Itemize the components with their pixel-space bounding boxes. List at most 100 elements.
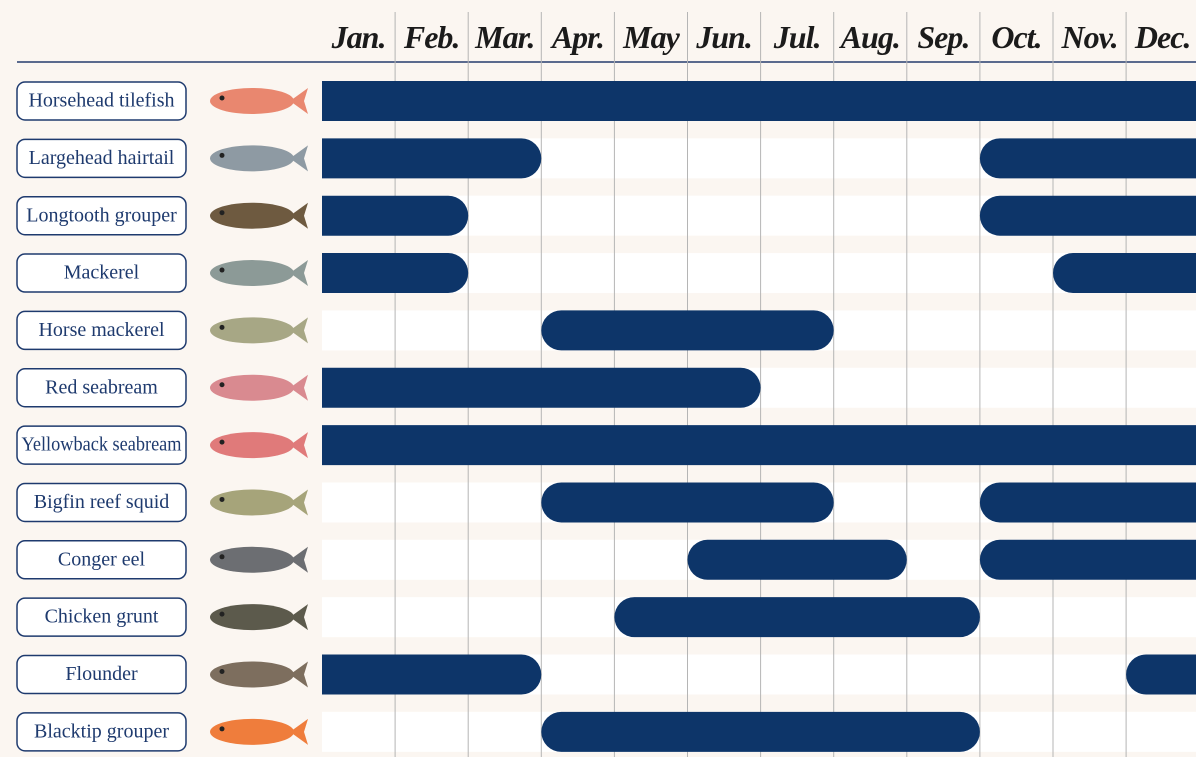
season-bar bbox=[541, 712, 980, 752]
fish-label: Blacktip grouper bbox=[34, 720, 169, 742]
fish-eye bbox=[220, 96, 225, 101]
month-label: Jul. bbox=[773, 19, 821, 55]
fish-label: Yellowback seabream bbox=[22, 434, 182, 456]
season-bar bbox=[322, 196, 468, 236]
month-label: Jan. bbox=[331, 19, 386, 55]
off-season-cell bbox=[468, 712, 542, 752]
fish-eye bbox=[220, 440, 225, 445]
fish-label: Mackerel bbox=[64, 262, 140, 284]
fish-label: Chicken grunt bbox=[45, 606, 159, 628]
month-label: Sep. bbox=[917, 19, 969, 55]
off-season-cell bbox=[468, 597, 542, 637]
off-season-cell bbox=[614, 138, 688, 178]
month-label: May bbox=[622, 19, 680, 55]
fish-body bbox=[210, 547, 294, 573]
season-bar bbox=[1126, 655, 1196, 695]
season-bar bbox=[322, 81, 1196, 121]
season-bar bbox=[322, 253, 468, 293]
season-bar bbox=[614, 597, 980, 637]
fish-body bbox=[210, 432, 294, 458]
off-season-cell bbox=[688, 196, 762, 236]
off-season-cell bbox=[907, 540, 981, 580]
fish-eye bbox=[220, 669, 225, 674]
month-label: Mar. bbox=[474, 19, 534, 55]
month-label: Apr. bbox=[550, 19, 604, 55]
month-label: Dec. bbox=[1134, 19, 1191, 55]
off-season-cell bbox=[541, 597, 615, 637]
fish-label: Conger eel bbox=[58, 548, 146, 570]
fish-eye bbox=[220, 382, 225, 387]
off-season-cell bbox=[834, 368, 908, 408]
off-season-cell bbox=[468, 540, 542, 580]
month-label: Nov. bbox=[1060, 19, 1117, 55]
fish-eye bbox=[220, 612, 225, 617]
off-season-cell bbox=[1126, 597, 1196, 637]
off-season-cell bbox=[761, 196, 835, 236]
fish-eye bbox=[220, 554, 225, 559]
off-season-cell bbox=[1053, 712, 1127, 752]
off-season-cell bbox=[834, 310, 908, 350]
off-season-cell bbox=[322, 540, 396, 580]
fish-label: Longtooth grouper bbox=[26, 204, 177, 226]
off-season-cell bbox=[834, 253, 908, 293]
off-season-cell bbox=[980, 712, 1054, 752]
fish-label: Flounder bbox=[65, 663, 138, 685]
off-season-cell bbox=[907, 655, 981, 695]
off-season-cell bbox=[980, 597, 1054, 637]
off-season-cell bbox=[395, 712, 469, 752]
off-season-cell bbox=[614, 253, 688, 293]
season-chart: Jan.Feb.Mar.Apr.MayJun.Jul.Aug.Sep.Oct.N… bbox=[0, 0, 1196, 757]
fish-body bbox=[210, 489, 294, 515]
off-season-cell bbox=[1126, 368, 1196, 408]
off-season-cell bbox=[834, 482, 908, 522]
month-label: Aug. bbox=[839, 19, 900, 55]
fish-body bbox=[210, 203, 294, 229]
off-season-cell bbox=[614, 540, 688, 580]
season-bar bbox=[322, 425, 1196, 465]
off-season-cell bbox=[688, 655, 762, 695]
fish-body bbox=[210, 375, 294, 401]
off-season-cell bbox=[907, 253, 981, 293]
fish-body bbox=[210, 145, 294, 171]
off-season-cell bbox=[980, 655, 1054, 695]
fish-eye bbox=[220, 325, 225, 330]
off-season-cell bbox=[980, 253, 1054, 293]
season-bar bbox=[980, 540, 1196, 580]
off-season-cell bbox=[907, 368, 981, 408]
off-season-cell bbox=[907, 138, 981, 178]
off-season-cell bbox=[1053, 655, 1127, 695]
off-season-cell bbox=[761, 253, 835, 293]
off-season-cell bbox=[1126, 310, 1196, 350]
season-bar bbox=[322, 138, 541, 178]
season-bar bbox=[980, 196, 1196, 236]
off-season-cell bbox=[907, 196, 981, 236]
off-season-cell bbox=[322, 310, 396, 350]
month-label: Feb. bbox=[403, 19, 460, 55]
off-season-cell bbox=[980, 310, 1054, 350]
off-season-cell bbox=[395, 540, 469, 580]
fish-label: Bigfin reef squid bbox=[34, 491, 170, 513]
season-bar bbox=[322, 655, 541, 695]
off-season-cell bbox=[980, 368, 1054, 408]
off-season-cell bbox=[834, 655, 908, 695]
off-season-cell bbox=[834, 138, 908, 178]
off-season-cell bbox=[395, 482, 469, 522]
off-season-cell bbox=[688, 253, 762, 293]
off-season-cell bbox=[1053, 310, 1127, 350]
off-season-cell bbox=[1053, 597, 1127, 637]
fish-body bbox=[210, 662, 294, 688]
fish-eye bbox=[220, 210, 225, 215]
fish-eye bbox=[220, 726, 225, 731]
fish-body bbox=[210, 317, 294, 343]
season-bar bbox=[980, 482, 1196, 522]
off-season-cell bbox=[322, 712, 396, 752]
off-season-cell bbox=[541, 138, 615, 178]
month-label: Oct. bbox=[991, 19, 1041, 55]
season-bar bbox=[1053, 253, 1196, 293]
fish-body bbox=[210, 604, 294, 630]
fish-label: Horse mackerel bbox=[38, 319, 164, 341]
off-season-cell bbox=[614, 196, 688, 236]
fish-body bbox=[210, 719, 294, 745]
off-season-cell bbox=[541, 655, 615, 695]
fish-body bbox=[210, 260, 294, 286]
